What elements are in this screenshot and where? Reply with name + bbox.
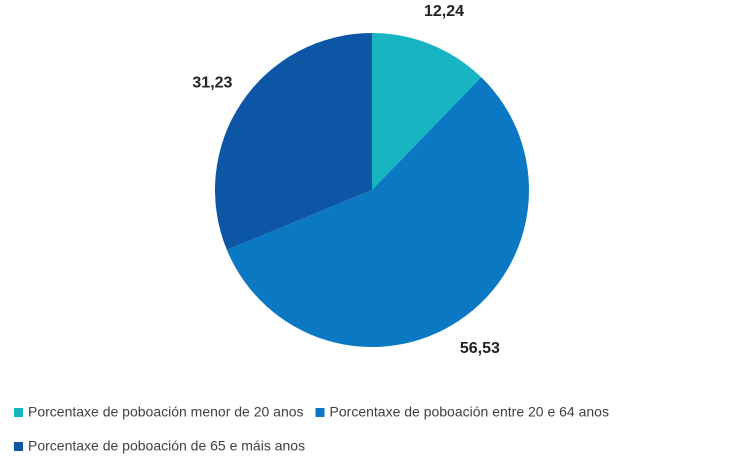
legend-label: Porcentaxe de poboación entre 20 e 64 an… (330, 404, 609, 420)
pie-slice (226, 77, 529, 348)
data-label: 31,23 (192, 74, 232, 91)
legend-swatch (14, 442, 23, 451)
legend-label: Porcentaxe de poboación de 65 e máis ano… (28, 438, 305, 454)
data-label: 56,53 (460, 340, 500, 357)
legend-label: Porcentaxe de poboación menor de 20 anos (28, 404, 304, 420)
pie-slice (372, 33, 482, 190)
legend-swatch (315, 408, 325, 417)
data-label: 12,24 (424, 3, 464, 20)
pie-slice (215, 33, 372, 250)
legend-swatch (14, 408, 23, 417)
